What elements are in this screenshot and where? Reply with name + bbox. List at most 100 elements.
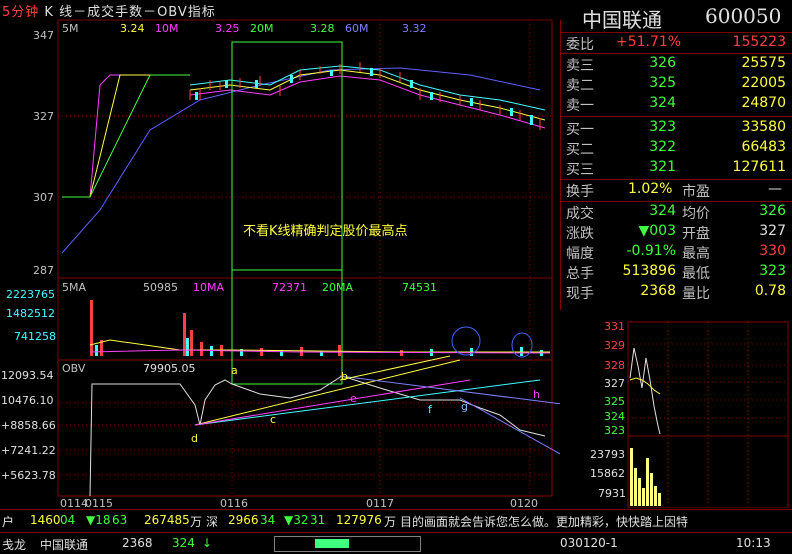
volume-ma10-label: 10MA xyxy=(193,281,225,294)
mini-price-tick: 329 xyxy=(604,339,625,352)
divider xyxy=(560,116,792,117)
ma10-label: 10M xyxy=(155,22,179,35)
obv-tick: 12093.54 xyxy=(1,369,54,382)
bid-label: 买三 xyxy=(566,162,594,178)
status-left: 戋龙 xyxy=(2,538,27,552)
obv-point-d: d xyxy=(191,432,198,445)
stat-value: 330 xyxy=(759,243,786,259)
ask-label: 卖一 xyxy=(566,98,594,114)
bid-volume: 66483 xyxy=(741,139,786,155)
ask-price: 326 xyxy=(649,55,676,71)
status-date: 030120-1 xyxy=(560,536,618,550)
mini-price-tick: 331 xyxy=(604,320,625,333)
mini-chart-svg xyxy=(627,321,789,508)
mini-price-tick: 328 xyxy=(604,359,625,372)
stat-value: 513896 xyxy=(622,263,676,279)
weibi-label: 委比 xyxy=(566,37,594,53)
ma20-value: 3.28 xyxy=(310,22,335,35)
mini-vol-tick: 23793 xyxy=(590,448,625,461)
stat-row: 总手 513896 最低 323 xyxy=(560,263,792,282)
ask-volume: 25575 xyxy=(741,55,786,71)
ticker-text: 万 xyxy=(190,515,203,529)
bid-label: 买二 xyxy=(566,142,594,158)
stat-value: -0.91% xyxy=(626,243,676,259)
status-volume: 2368 xyxy=(122,536,153,550)
ticker-text: 04 xyxy=(60,513,76,527)
stat-label: 均价 xyxy=(682,206,710,222)
mini-vol-tick: 15862 xyxy=(590,467,625,480)
bid-volume: 33580 xyxy=(741,119,786,135)
quote-panel: 中国联通 600050 委比 +51.71% 155223 卖三 326 255… xyxy=(560,0,792,310)
weibi-num: 155223 xyxy=(732,34,786,50)
divider xyxy=(560,32,792,33)
ticker-text: 万 xyxy=(384,515,397,529)
price-tick: 327 xyxy=(33,110,54,123)
ticker-scroll-text: 目的画面就会告诉您怎么做。更加精彩，快快踏上因特 xyxy=(400,515,689,529)
pe-label: 市盈 xyxy=(682,184,710,200)
ticker-text: 深 xyxy=(206,515,219,529)
ask-price: 324 xyxy=(649,95,676,111)
volume-ma20-label: 20MA xyxy=(322,281,354,294)
kline-period-label: 5M xyxy=(62,22,79,35)
mini-vol-tick: 7931 xyxy=(598,487,626,500)
ticker-text: ▼32 xyxy=(284,513,309,527)
ma60-label: 60M xyxy=(345,22,369,35)
stat-value: 323 xyxy=(759,263,786,279)
turnover-value: 1.02% xyxy=(628,181,673,197)
stat-label: 最高 xyxy=(682,246,710,262)
ticker-text: 31 xyxy=(310,513,326,527)
obv-point-f: f xyxy=(428,403,432,416)
bid-row: 买三 321 127611 xyxy=(560,159,792,178)
xaxis-tick: 0115 xyxy=(85,497,113,510)
volume-value-2: 72371 xyxy=(272,281,307,294)
ticker-text: 63 xyxy=(112,513,128,527)
obv-point-c: c xyxy=(270,413,277,426)
ticker-text: 2966 xyxy=(228,513,259,527)
bid-row: 买二 322 66483 xyxy=(560,139,792,158)
bid-price: 321 xyxy=(649,159,676,175)
stat-label: 幅度 xyxy=(566,246,594,262)
annotation-text: 不看K线精确判定股价最高点 xyxy=(243,224,408,239)
ma5-value: 3.24 xyxy=(120,22,145,35)
stat-label: 涨跌 xyxy=(566,226,594,242)
stat-value: 327 xyxy=(759,223,786,239)
volume-label: 5MA xyxy=(62,281,87,294)
weibi-row: 委比 +51.71% 155223 xyxy=(560,34,792,53)
ask-row: 卖二 325 22005 xyxy=(560,75,792,94)
status-indicator-bar xyxy=(274,536,421,552)
obv-value: 79905.05 xyxy=(143,362,196,375)
ma10-value: 3.25 xyxy=(215,22,240,35)
price-tick: 287 xyxy=(33,264,54,277)
ask-row: 卖三 326 25575 xyxy=(560,55,792,74)
bid-volume: 127611 xyxy=(732,159,786,175)
stat-label: 成交 xyxy=(566,206,594,222)
bid-label: 买一 xyxy=(566,122,594,138)
ask-label: 卖三 xyxy=(566,58,594,74)
bid-price: 323 xyxy=(649,119,676,135)
stat-label: 量比 xyxy=(682,286,710,302)
mini-price-tick: 327 xyxy=(604,377,625,390)
stat-label: 现手 xyxy=(566,286,594,302)
ticker-text: 267485 xyxy=(144,513,190,527)
stat-value: 324 xyxy=(649,203,676,219)
ask-price: 325 xyxy=(649,75,676,91)
xaxis-tick: 0116 xyxy=(220,497,248,510)
stat-row: 成交 324 均价 326 xyxy=(560,203,792,222)
period-label: 5分钟 xyxy=(2,5,40,20)
volume-tick: 1482512 xyxy=(6,307,55,320)
volume-tick: 2223765 xyxy=(6,288,55,301)
ticker-text: ▼18 xyxy=(86,513,111,527)
weibi-pct: +51.71% xyxy=(616,34,682,50)
mini-price-tick: 325 xyxy=(604,395,625,408)
indicator-fill xyxy=(315,539,349,548)
obv-tick: +7241.22 xyxy=(1,444,56,457)
chart-title: 5分钟 K 线－成交手数－OBV指标 xyxy=(2,1,216,20)
stat-value: 2368 xyxy=(640,283,676,299)
ticker-bar: 户 1460 04 ▼18 63 267485 万 深 2966 34 ▼32 … xyxy=(0,509,792,532)
obv-tick: +5623.78 xyxy=(1,469,56,482)
bid-row: 买一 323 33580 xyxy=(560,119,792,138)
stat-label: 开盘 xyxy=(682,226,710,242)
obv-label: OBV xyxy=(62,362,86,375)
ask-volume: 22005 xyxy=(741,75,786,91)
obv-point-e: e xyxy=(350,392,357,405)
